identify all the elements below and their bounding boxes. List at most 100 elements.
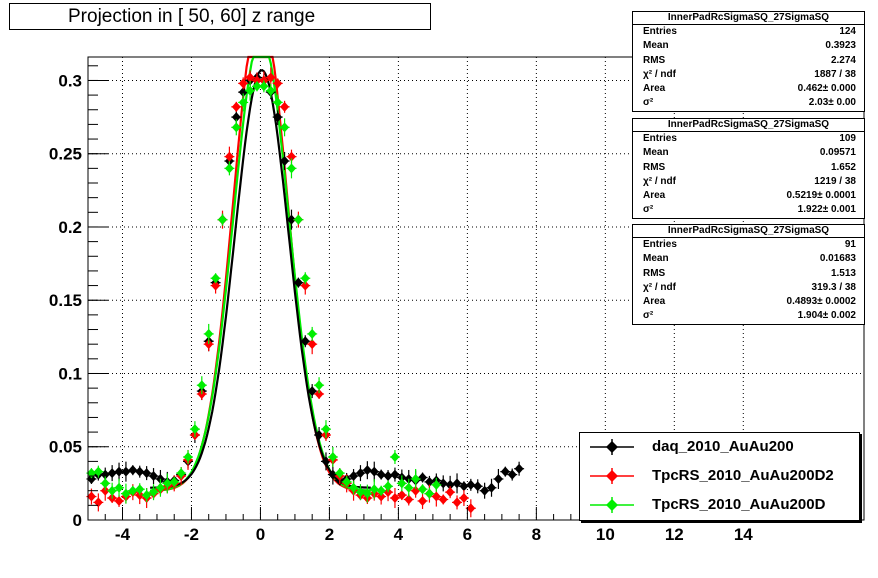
y-tick-label: 0.1 (58, 364, 82, 383)
data-point (328, 451, 338, 462)
stats-box-title: InnerPadRcSigmaSQ_27SigmaSQ (633, 119, 864, 132)
data-point (238, 97, 248, 108)
data-point (466, 503, 476, 514)
data-point (107, 468, 117, 479)
data-point (335, 468, 345, 479)
stats-value: 0.462± 0.000 (797, 83, 856, 95)
stats-row: χ² / ndf 1887 / 38 (633, 68, 864, 82)
x-tick-label: 6 (463, 525, 472, 544)
data-point (128, 465, 138, 476)
x-tick-label: 0 (256, 525, 265, 544)
stats-row: σ² 1.904± 0.002 (633, 309, 864, 323)
data-series (86, 67, 525, 518)
data-point (438, 478, 448, 489)
data-point (211, 273, 221, 284)
stats-row: RMS 2.274 (633, 54, 864, 68)
data-point (238, 87, 248, 98)
data-point (211, 280, 221, 291)
legend-entry-daq: daq_2010_AuAu200 (580, 433, 859, 462)
data-point (135, 484, 145, 495)
stats-label: Entries (643, 133, 677, 144)
stats-label: χ² / ndf (643, 175, 676, 187)
data-point (314, 430, 324, 441)
data-point (362, 465, 372, 476)
stats-row: Entries 91 (633, 238, 864, 252)
stats-value: 1.922± 0.001 (797, 204, 856, 216)
legend-marker (590, 439, 634, 455)
data-point (307, 339, 317, 350)
data-point (224, 151, 234, 162)
stats-row: Entries 109 (633, 132, 864, 146)
data-point (121, 466, 131, 477)
stats-label: χ² / ndf (643, 281, 676, 293)
data-point (245, 85, 255, 96)
data-point (507, 469, 517, 480)
data-point (376, 469, 386, 480)
stats-box: InnerPadRcSigmaSQ_27SigmaSQ Entries 109 Me… (632, 118, 865, 219)
data-point (155, 482, 165, 493)
stats-row: χ² / ndf 319.3 / 38 (633, 281, 864, 295)
stats-label: Area (643, 83, 666, 95)
legend-entry-tpcrs-d: TpcRS_2010_AuAu200D (580, 491, 859, 520)
y-tick-label: 0.3 (58, 71, 82, 90)
data-point (266, 85, 276, 96)
legend-entry-tpcrs-d2: TpcRS_2010_AuAu200D2 (580, 462, 859, 491)
data-point (286, 163, 296, 174)
data-point (190, 424, 200, 435)
data-point (342, 476, 352, 487)
data-point (280, 122, 290, 133)
stats-label: Entries (643, 239, 677, 250)
stats-label: Area (643, 190, 666, 202)
data-point (273, 112, 283, 123)
data-point (383, 471, 393, 482)
data-point (280, 156, 290, 167)
data-point (169, 476, 179, 487)
data-point (280, 101, 290, 112)
stats-value: 1.513 (830, 267, 856, 279)
data-point (349, 482, 359, 493)
data-point (293, 214, 303, 225)
stats-box: InnerPadRcSigmaSQ_27SigmaSQ Entries 91 Mea… (632, 224, 865, 325)
data-point (411, 473, 421, 484)
stats-value: 1.652 (830, 161, 856, 173)
data-point (183, 451, 193, 462)
stats-label: σ² (643, 204, 654, 216)
stats-row: Area 0.5219± 0.0001 (633, 189, 864, 203)
data-point (376, 485, 386, 496)
x-tick-label: 8 (532, 525, 541, 544)
stats-value: 91 (844, 239, 856, 250)
data-point (273, 78, 283, 89)
data-point (314, 380, 324, 391)
y-tick-label: 0.2 (58, 218, 82, 237)
stats-row: σ² 2.03± 0.00 (633, 96, 864, 110)
stats-label: σ² (643, 310, 654, 322)
stats-row: Area 0.4893± 0.0002 (633, 295, 864, 309)
stats-label: RMS (643, 54, 666, 66)
data-point (404, 482, 414, 493)
stats-label: Area (643, 296, 666, 308)
data-point (369, 484, 379, 495)
stats-value: 124 (839, 26, 856, 37)
data-point (114, 482, 124, 493)
x-tick-label: 10 (596, 525, 615, 544)
data-point (397, 490, 407, 501)
stats-value: 2.03± 0.00 (808, 97, 856, 109)
data-point (424, 488, 434, 499)
data-point (135, 466, 145, 477)
stats-value: 1887 / 38 (814, 68, 856, 80)
data-point (493, 473, 503, 484)
stats-value: 0.5219± 0.0001 (786, 190, 856, 202)
stats-box-title: InnerPadRcSigmaSQ_27SigmaSQ (633, 12, 864, 25)
data-point (300, 273, 310, 284)
stats-value: 1219 / 38 (814, 175, 856, 187)
data-point (231, 112, 241, 123)
stats-label: σ² (643, 97, 654, 109)
stats-box: InnerPadRcSigmaSQ_27SigmaSQ Entries 124 Me… (632, 11, 865, 112)
x-tick-label: 12 (665, 525, 684, 544)
data-point (93, 466, 103, 477)
data-point (445, 479, 455, 490)
y-tick-label: 0.15 (49, 291, 82, 310)
data-point (114, 466, 124, 477)
stats-row: Entries 124 (633, 25, 864, 39)
